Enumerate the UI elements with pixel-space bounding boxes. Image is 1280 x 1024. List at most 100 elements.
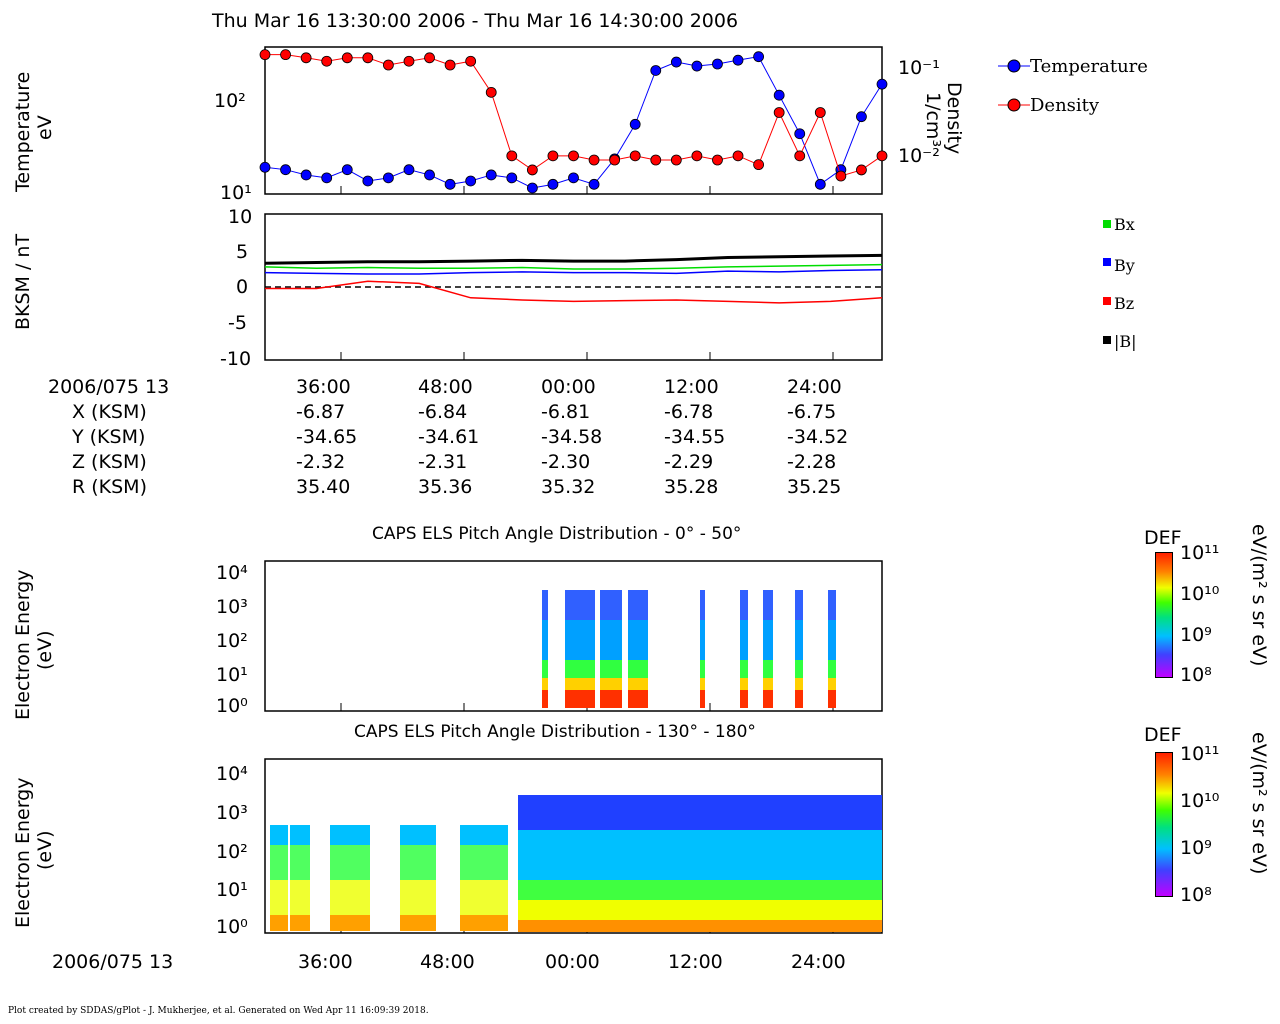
spectro-cell bbox=[542, 620, 548, 660]
ephem-value: -34.55 bbox=[664, 426, 726, 448]
ephem-label-x: X (KSM) bbox=[72, 401, 147, 423]
temperature-point bbox=[300, 169, 312, 181]
density-point bbox=[629, 150, 641, 162]
ephem-value: 35.36 bbox=[418, 476, 473, 498]
cbar-tick: 10¹¹ bbox=[1180, 743, 1220, 765]
temperature-point bbox=[670, 56, 682, 68]
spectro-cell bbox=[628, 590, 648, 620]
legend-swatch bbox=[1103, 220, 1111, 228]
cbar-tick: 10⁸ bbox=[1180, 664, 1212, 686]
spectro-cell bbox=[828, 690, 836, 708]
cbar-tick: 10⁹ bbox=[1180, 837, 1212, 859]
temp-tick-100: 10² bbox=[214, 90, 246, 112]
ephem-value: 35.40 bbox=[296, 476, 351, 498]
density-point bbox=[670, 154, 682, 166]
ephem-value: -6.78 bbox=[664, 401, 714, 423]
spectro-cell bbox=[828, 660, 836, 678]
density-point bbox=[794, 150, 806, 162]
temp-tick-10: 10¹ bbox=[220, 182, 252, 204]
density-point bbox=[424, 52, 435, 64]
spectro-cell bbox=[518, 920, 882, 932]
spectro-cell bbox=[400, 915, 436, 931]
spectro-cell bbox=[518, 880, 882, 900]
temperature-point bbox=[465, 175, 477, 187]
spectro-cell bbox=[795, 678, 803, 690]
ephem-value: -2.32 bbox=[296, 451, 346, 473]
spectro-cell bbox=[518, 830, 882, 880]
spectro-cell bbox=[270, 880, 288, 915]
spectro-cell bbox=[460, 880, 508, 915]
spectro-cell bbox=[600, 678, 622, 690]
temperature-point bbox=[629, 118, 641, 130]
density-point bbox=[362, 52, 374, 64]
density-point bbox=[506, 150, 518, 162]
b-tick-10: 10 bbox=[228, 206, 253, 228]
by-line bbox=[264, 268, 883, 275]
density-point bbox=[712, 154, 723, 166]
spectro-cell bbox=[700, 590, 705, 620]
spectro-cell bbox=[542, 660, 548, 678]
density-tick-01: 10⁻¹ bbox=[898, 57, 940, 79]
density-point bbox=[568, 150, 579, 162]
temperature-point bbox=[753, 51, 764, 63]
legend-swatch bbox=[1103, 258, 1111, 266]
b-tick-5: 5 bbox=[236, 241, 249, 263]
temperature-point bbox=[506, 172, 518, 184]
legend-temperature-marker bbox=[1007, 59, 1021, 73]
ephem-time: 12:00 bbox=[664, 376, 719, 398]
temperature-point bbox=[403, 164, 415, 176]
temperature-point bbox=[691, 60, 703, 72]
bottom-time: 12:00 bbox=[668, 951, 723, 973]
temperature-point bbox=[794, 128, 806, 140]
ephem-value: -6.84 bbox=[418, 401, 468, 423]
plot-title: Thu Mar 16 13:30:00 2006 - Thu Mar 16 14… bbox=[212, 10, 739, 32]
ephem-value: -2.30 bbox=[541, 451, 591, 473]
ephem-value: 35.32 bbox=[541, 476, 596, 498]
spectro-cell bbox=[330, 915, 370, 931]
ephem-value: 35.28 bbox=[664, 476, 719, 498]
b-tick-m5: -5 bbox=[228, 312, 247, 334]
temperature-point bbox=[526, 182, 538, 194]
spectro-cell bbox=[740, 620, 748, 660]
energy-tick: 10⁴ bbox=[216, 763, 248, 785]
ephem-value: -6.87 bbox=[296, 401, 346, 423]
ephem-value: -2.29 bbox=[664, 451, 714, 473]
density-point bbox=[341, 52, 353, 64]
temperature-point bbox=[259, 161, 271, 173]
ephem-value: -6.75 bbox=[787, 401, 837, 423]
density-point bbox=[691, 150, 703, 162]
temperature-point bbox=[814, 178, 826, 190]
spectro-cell bbox=[763, 590, 773, 620]
footer-credit: Plot created by SDDAS/gPlot - J. Mukherj… bbox=[8, 1006, 429, 1016]
density-point bbox=[773, 107, 785, 118]
ephem-value: -34.61 bbox=[418, 426, 480, 448]
spectro-cell bbox=[518, 900, 882, 920]
legend-bx: Bx bbox=[1114, 215, 1135, 234]
b-tick-0: 0 bbox=[236, 276, 249, 298]
bottom-time: 36:00 bbox=[298, 951, 353, 973]
ephem-time: 24:00 bbox=[787, 376, 842, 398]
density-point bbox=[876, 150, 888, 162]
spectro-cell bbox=[763, 620, 773, 660]
legend-by: By bbox=[1114, 256, 1135, 275]
spectro-cell bbox=[828, 678, 836, 690]
density-point bbox=[547, 150, 559, 162]
ephem-value: -6.81 bbox=[541, 401, 591, 423]
temperature-point bbox=[341, 164, 353, 176]
spectro-cell bbox=[828, 620, 836, 660]
density-point bbox=[444, 59, 456, 71]
ephem-value: -34.65 bbox=[296, 426, 358, 448]
energy-tick: 10³ bbox=[216, 802, 248, 824]
density-point bbox=[835, 170, 847, 182]
ephem-time: 00:00 bbox=[541, 376, 596, 398]
spectro-cell bbox=[700, 678, 705, 690]
spectro-cell bbox=[565, 590, 595, 620]
bmag-line bbox=[264, 253, 883, 265]
pad-title-0-50: CAPS ELS Pitch Angle Distribution - 0° -… bbox=[372, 524, 742, 544]
density-point bbox=[609, 154, 621, 166]
energy-tick: 10⁰ bbox=[216, 695, 248, 717]
spectro-cell bbox=[270, 915, 288, 931]
temperature-point bbox=[732, 54, 744, 66]
energy-tick: 10¹ bbox=[216, 879, 248, 901]
spectro-cell bbox=[518, 795, 882, 830]
